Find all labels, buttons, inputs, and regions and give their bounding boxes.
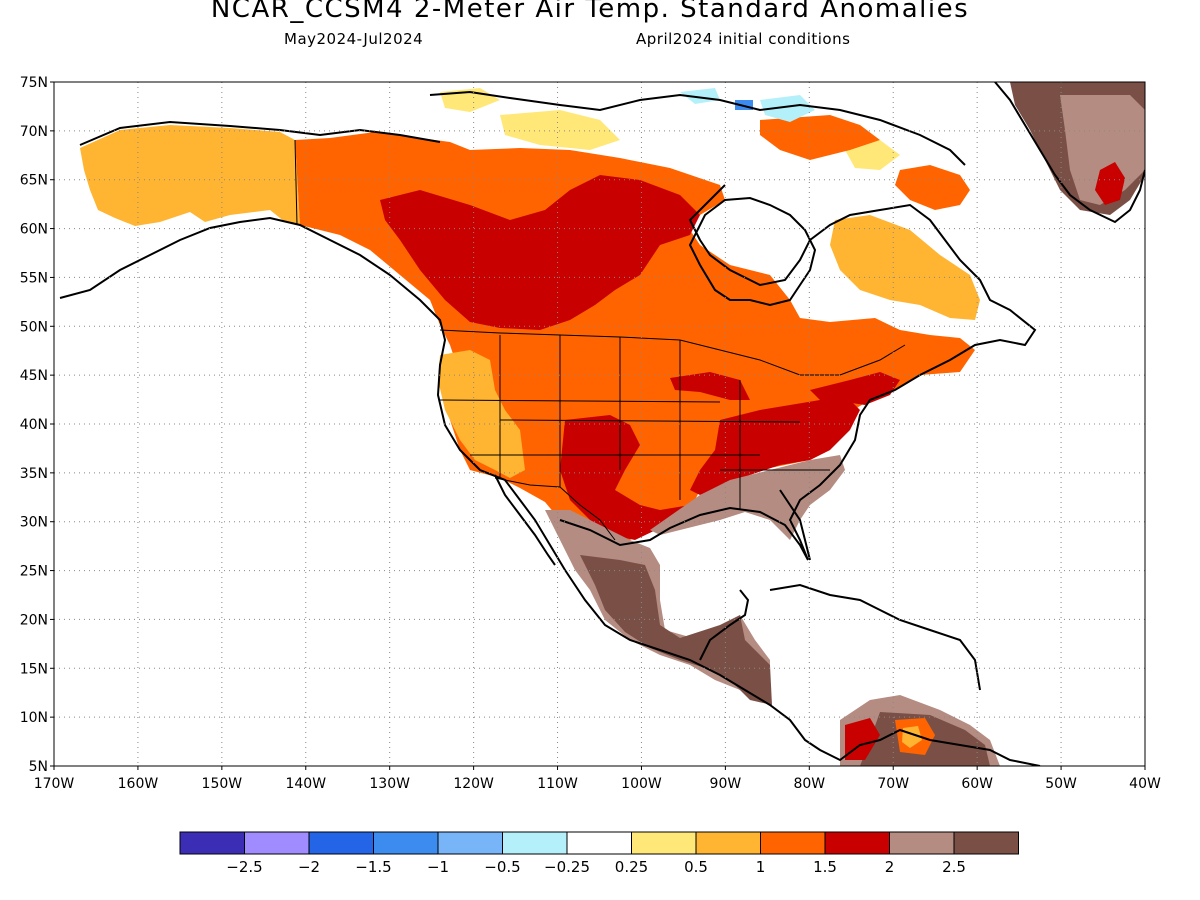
anomaly-region-western-us — [438, 350, 525, 478]
lon-tick-label: 170W — [34, 776, 75, 792]
lat-tick-label: 15N — [20, 661, 48, 677]
colorbar-swatch — [631, 831, 697, 855]
lon-tick-label: 90W — [710, 776, 742, 792]
boundary-states-6 — [439, 399, 721, 403]
coastline-baja — [494, 474, 556, 566]
colorbar-swatch — [179, 831, 245, 855]
anomaly-region-greenland-red — [1095, 162, 1125, 205]
lon-tick-label: 40W — [1129, 776, 1161, 792]
lat-tick-label: 60N — [20, 222, 48, 238]
colorbar-swatch — [566, 831, 632, 855]
coastline-hudson-bay — [688, 196, 817, 307]
coastline-greenland — [994, 82, 1145, 224]
lon-tick-label: 150W — [202, 776, 243, 792]
colorbar-swatch — [502, 831, 568, 855]
coastline-florida — [779, 489, 811, 561]
boundary-states-8 — [499, 419, 801, 423]
lon-tick-label: 140W — [285, 776, 326, 792]
anomaly-region-arctic-lightblue — [760, 95, 815, 122]
colorbar-swatch — [760, 831, 826, 855]
colorbar-label: −0.25 — [544, 858, 590, 876]
anomaly-region-canada-red — [380, 175, 700, 330]
anomaly-region-alaska — [80, 125, 300, 226]
anomaly-region-arctic-yellow-2 — [500, 110, 620, 150]
colorbar-label: −1.5 — [355, 858, 391, 876]
colorbar-label: −2 — [298, 858, 320, 876]
political-boundaries — [294, 139, 906, 541]
anomaly-region-arctic-yellow-3 — [845, 140, 900, 170]
colorbar-label: 0.5 — [684, 858, 708, 876]
lat-tick-label: 65N — [20, 173, 48, 189]
lon-tick-label: 160W — [118, 776, 159, 792]
anomaly-region-arctic-orange — [760, 115, 880, 160]
lat-tick-label: 70N — [20, 124, 48, 140]
boundary-us-canada — [439, 329, 906, 376]
colorbar-swatch — [244, 831, 310, 855]
lon-tick-label: 50W — [1045, 776, 1077, 792]
lat-tick-label: 25N — [20, 564, 48, 580]
anomaly-region-labrador — [895, 165, 970, 210]
colorbar-label: 0.25 — [615, 858, 648, 876]
lat-tick-label: 40N — [20, 417, 48, 433]
lat-tick-label: 30N — [20, 515, 48, 531]
anomaly-field — [80, 82, 1145, 766]
coastline-arctic-islands — [429, 90, 966, 166]
colorbar-label: 1 — [756, 858, 766, 876]
lat-tick-label: 50N — [20, 319, 48, 335]
anomaly-region-arctic-lightblue-2 — [680, 88, 720, 104]
lon-tick-label: 80W — [793, 776, 825, 792]
colorbar-label: −1 — [427, 858, 449, 876]
colorbar-label: 2 — [885, 858, 895, 876]
lat-tick-label: 55N — [20, 270, 48, 286]
colorbar-swatch — [437, 831, 503, 855]
lat-tick-label: 10N — [20, 710, 48, 726]
graticule — [50, 81, 1146, 770]
lon-tick-label: 60W — [961, 776, 993, 792]
boundary-alaska-canada — [294, 139, 298, 226]
initial-conditions: April2024 initial conditions — [636, 30, 851, 48]
coastline-caribbean — [769, 583, 981, 691]
colorbar-label: −0.5 — [484, 858, 520, 876]
lat-tick-label: 35N — [20, 466, 48, 482]
anomaly-region-quebec — [830, 215, 980, 320]
lat-tick-label: 20N — [20, 612, 48, 628]
map-frame — [53, 81, 1146, 767]
colorbar-swatch — [373, 831, 439, 855]
map-title: NCAR_CCSM4 2-Meter Air Temp. Standard An… — [210, 0, 970, 24]
lon-tick-label: 110W — [537, 776, 578, 792]
colorbar-label: 2.5 — [942, 858, 966, 876]
forecast-period: May2024-Jul2024 — [284, 30, 424, 48]
colorbar-swatch — [695, 831, 761, 855]
longitude-labels: 170W 160W 150W 140W 130W 120W 110W 100W 90W 80W 70… — [34, 776, 1161, 792]
anomaly-region-great-lakes — [670, 372, 750, 400]
coastlines — [59, 82, 1145, 766]
lat-tick-label: 75N — [20, 75, 48, 91]
coastline-alaska-north — [79, 120, 441, 146]
lon-tick-label: 120W — [453, 776, 494, 792]
lon-tick-label: 100W — [621, 776, 662, 792]
coastline-gulf — [559, 184, 1037, 561]
colorbar-swatch — [889, 831, 955, 855]
colorbar-labels: −2.5 −2 −1.5 −1 −0.5 −0.25 0.25 0.5 1 1.5 2 2.5 — [226, 858, 966, 876]
lat-tick-label: 45N — [20, 368, 48, 384]
coastline-north-america — [59, 216, 1041, 766]
lon-tick-label: 130W — [369, 776, 410, 792]
latitude-labels: 75N 70N 65N 60N 55N 50N 45N 40N 35N 30N 25N 20N 15N 1… — [20, 75, 48, 775]
colorbar-label: −2.5 — [226, 858, 262, 876]
colorbar-swatch — [953, 831, 1019, 855]
boundary-us-mexico — [494, 477, 616, 541]
anomaly-region-gulf-coast — [650, 455, 845, 540]
lat-tick-label: 5N — [29, 759, 48, 775]
colorbar-swatch — [308, 831, 374, 855]
colorbar-label: 1.5 — [813, 858, 837, 876]
anomaly-region-southern-plains — [560, 415, 690, 540]
coastline-yucatan — [699, 589, 750, 661]
colorbar-swatch — [824, 831, 890, 855]
anomaly-region-mexico-dark — [580, 555, 772, 705]
colorbar — [179, 831, 1019, 855]
lon-tick-label: 70W — [877, 776, 909, 792]
